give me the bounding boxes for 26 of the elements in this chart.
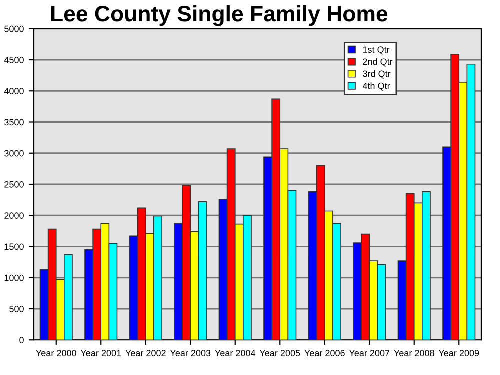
x-tick-label: Year 2004	[215, 350, 256, 356]
x-tick-label: Year 2005	[260, 350, 300, 356]
y-tick-label: 0	[20, 337, 24, 344]
x-tick-label: Year 2002	[126, 350, 166, 356]
y-tick-label: 1500	[4, 244, 24, 250]
x-tick-label: Year 2006	[304, 350, 345, 356]
y-tick-label: 2500	[4, 181, 24, 188]
x-tick-label: Year 2001	[80, 350, 122, 356]
chart-title: Lee County Single Family Home	[51, 5, 388, 26]
legend-label: 3rd Qtr	[363, 70, 391, 79]
y-tick-label: 2000	[4, 212, 24, 219]
y-tick-label: 5000	[4, 26, 24, 32]
legend-label: 4th Qtr	[362, 82, 390, 91]
y-tick-label: 3500	[4, 119, 24, 126]
y-tick-label: 500	[10, 306, 24, 312]
x-tick-label: Year 2007	[349, 350, 390, 356]
x-tick-label: Year 2008	[394, 350, 434, 356]
x-tick-label: Year 2003	[170, 350, 211, 356]
x-tick-label: Year 2009	[438, 350, 480, 356]
y-tick-label: 4000	[4, 88, 24, 94]
legend-label: 2nd Qtr	[363, 58, 393, 67]
x-tick-label: Year 2000	[36, 350, 76, 356]
y-tick-label: 4500	[4, 56, 24, 64]
y-tick-label: 1000	[4, 274, 24, 282]
y-tick-label: 3000	[4, 150, 24, 157]
legend-label: 1st Qtr	[363, 46, 390, 55]
